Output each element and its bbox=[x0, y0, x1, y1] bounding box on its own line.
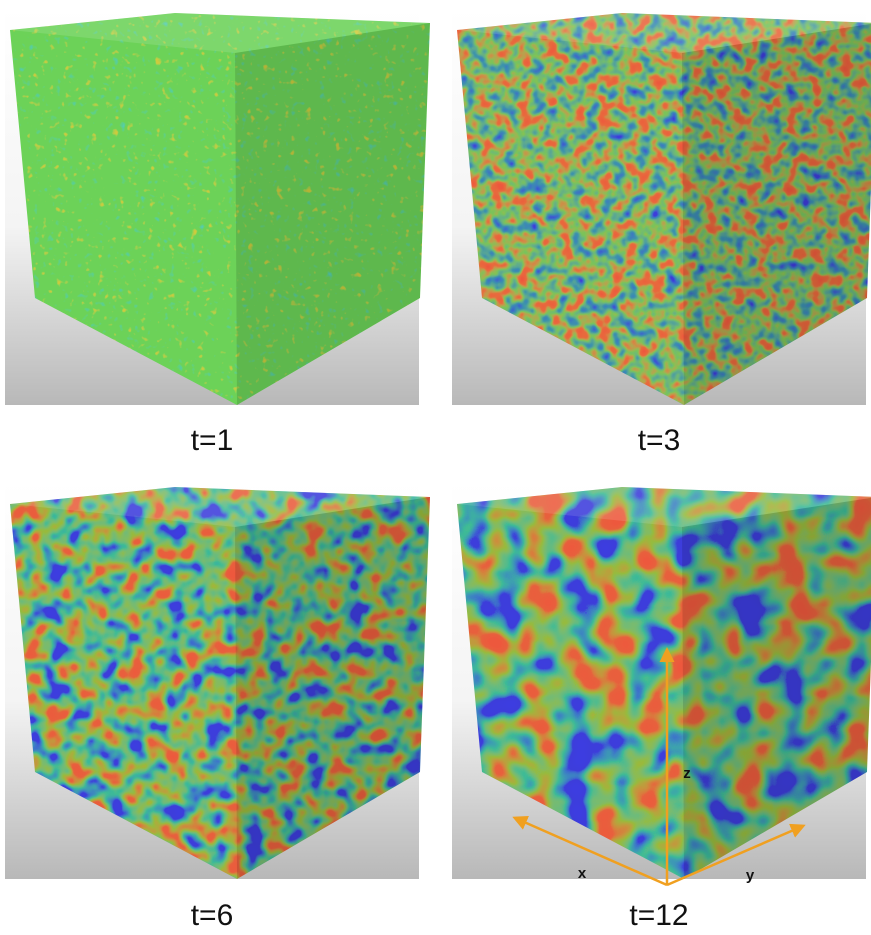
panel: t=12 bbox=[452, 482, 871, 932]
panel-caption: t=12 bbox=[629, 899, 688, 932]
panel: t=6 bbox=[5, 482, 435, 932]
page: t=1t=3t=6t=12 z x y (() => { const data … bbox=[0, 0, 871, 935]
z-label: z bbox=[683, 765, 691, 782]
panel: t=3 bbox=[452, 8, 871, 457]
figure: t=1 t=3 t=6 t=12 z x y bbox=[0, 0, 871, 935]
panel: t=1 bbox=[5, 8, 435, 457]
y-label: y bbox=[746, 867, 755, 884]
panel-caption: t=6 bbox=[191, 899, 234, 932]
panel-caption: t=1 bbox=[191, 424, 234, 457]
x-label: x bbox=[578, 865, 587, 882]
panel-caption: t=3 bbox=[638, 424, 681, 457]
panels: t=1 t=3 t=6 t=12 bbox=[5, 8, 871, 932]
